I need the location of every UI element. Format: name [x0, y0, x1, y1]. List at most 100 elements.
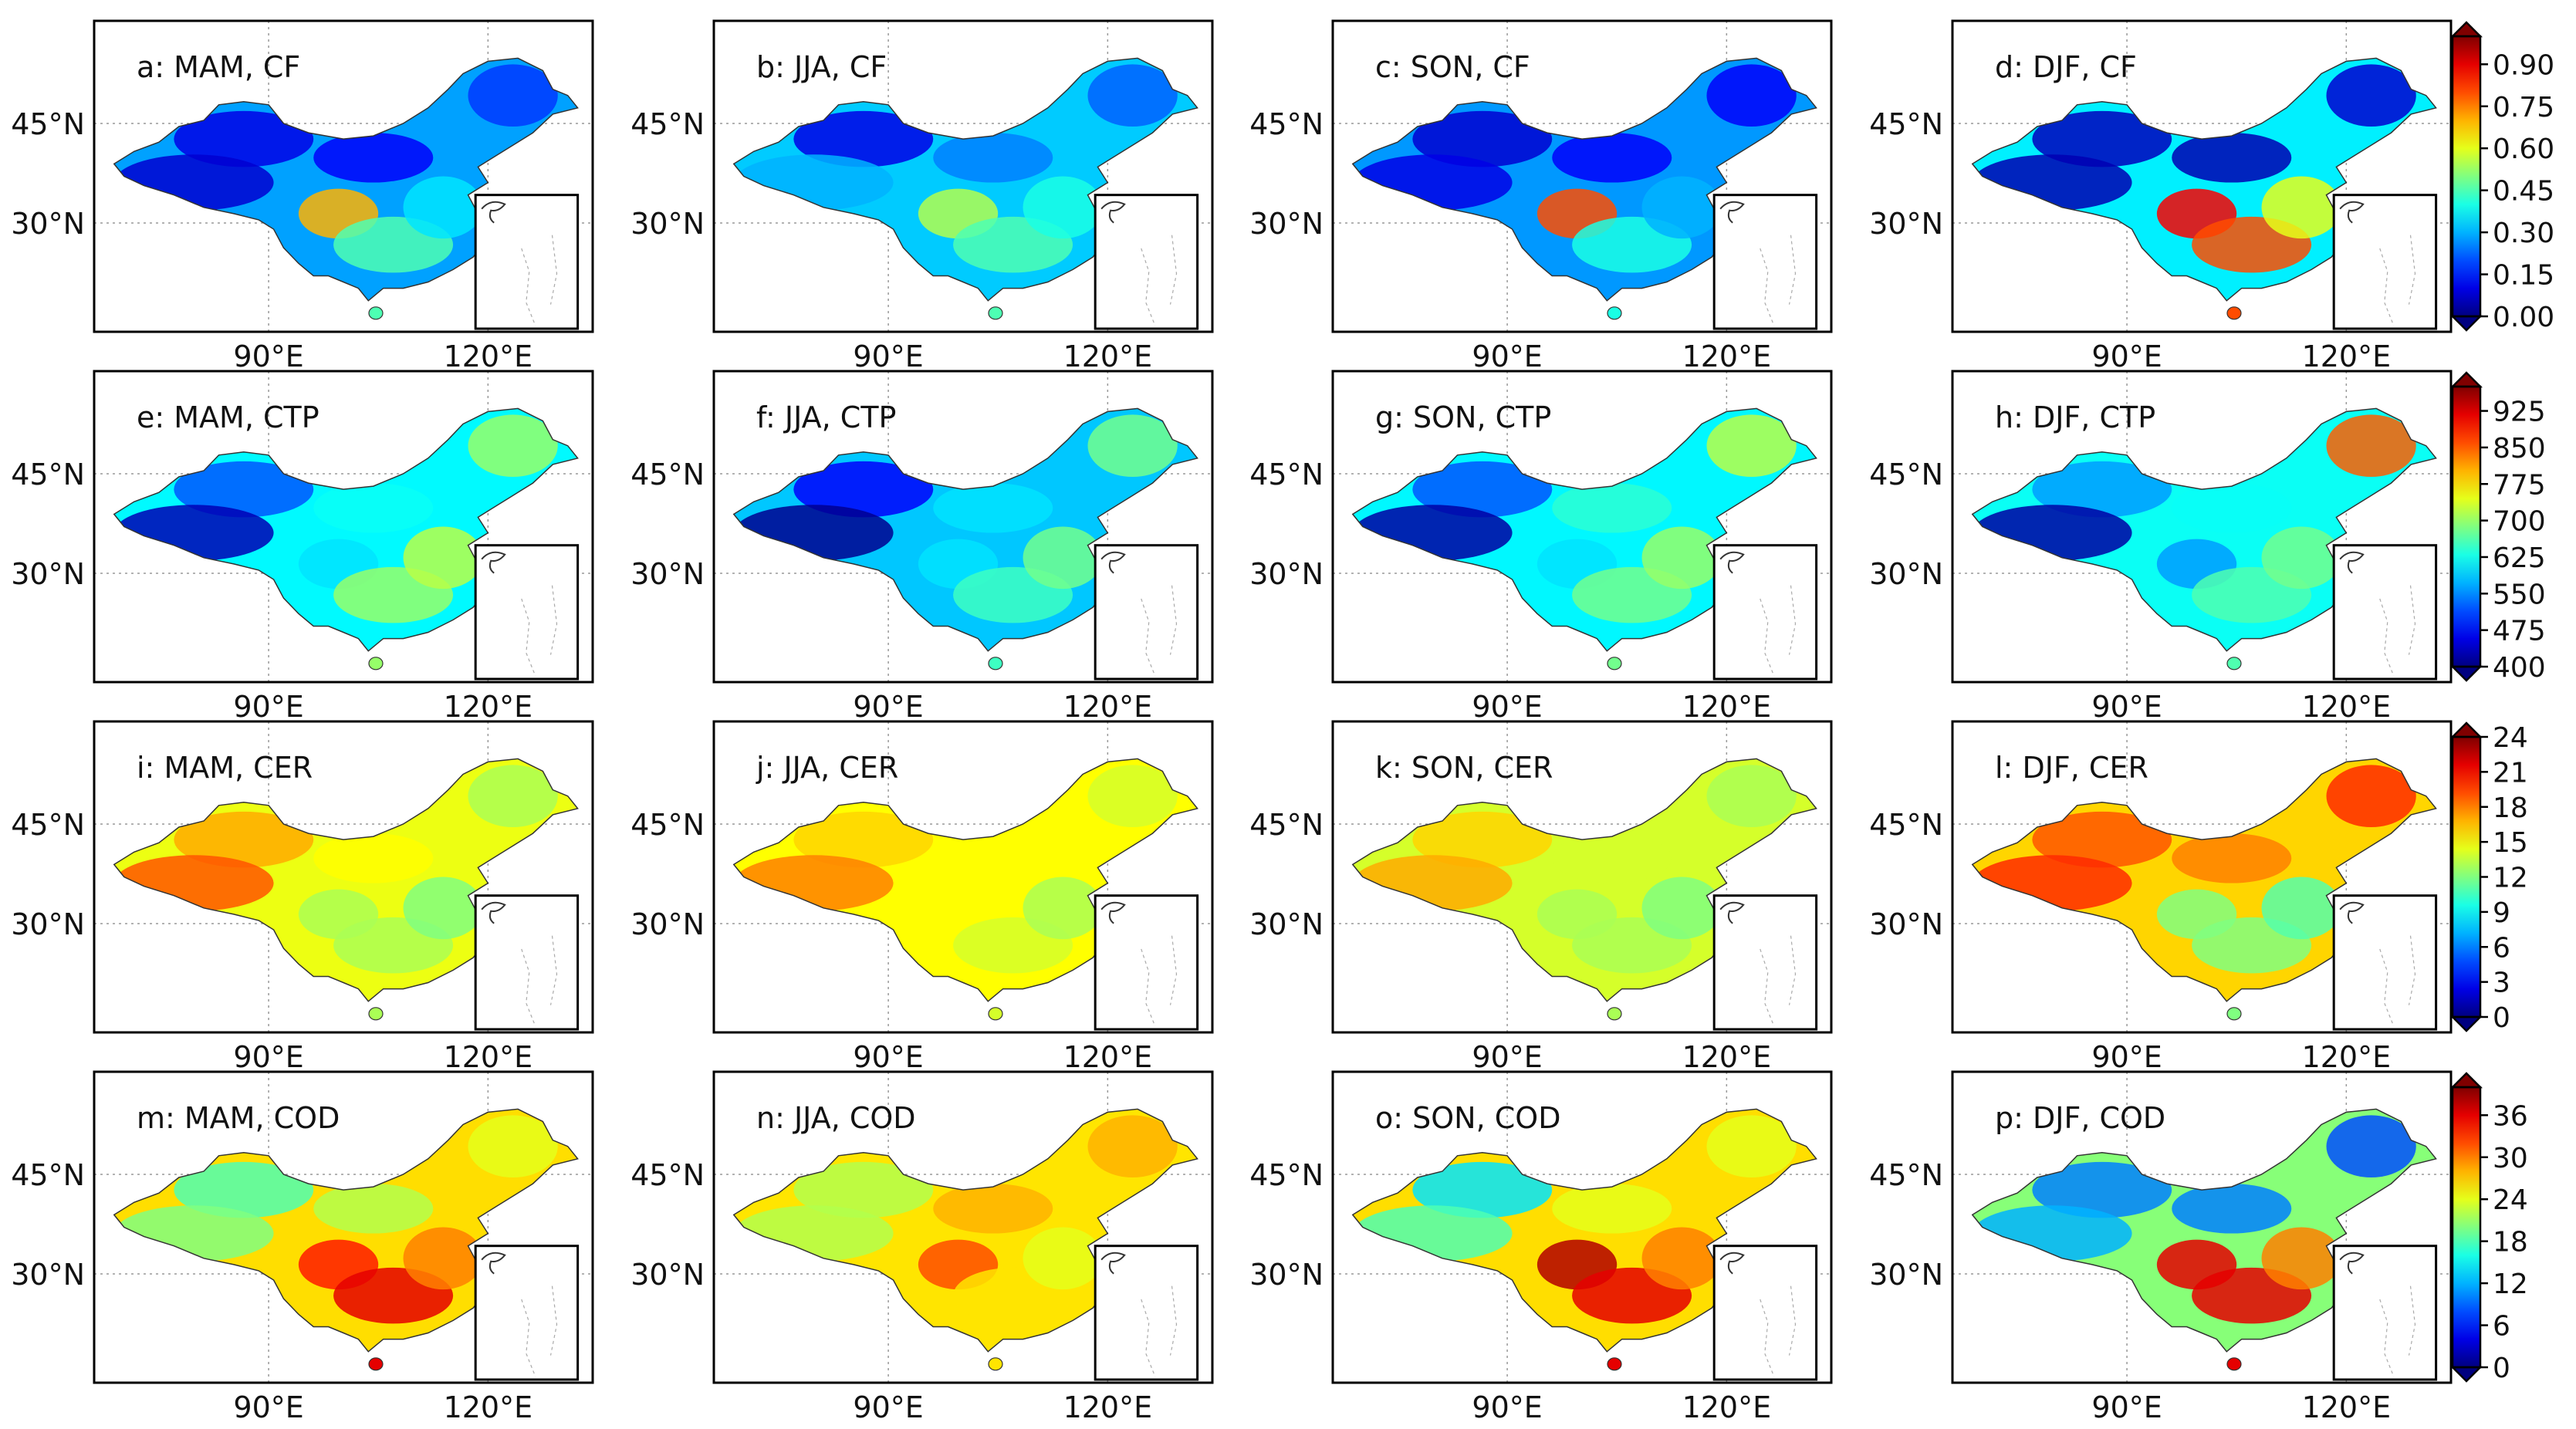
hainan-island [1607, 1357, 1622, 1371]
region-northwest [793, 110, 934, 167]
latitude-tick-label: 30°N [1249, 557, 1323, 591]
map-panel-ctp-mam: e: MAM, CTP 45°N 30°N 90°E 120°E [11, 370, 594, 724]
latitude-tick-label: 45°N [1249, 1158, 1323, 1192]
colorbar-tick-label: 6 [2493, 932, 2510, 964]
inset-frame [2332, 894, 2438, 1031]
hainan-island [1607, 306, 1622, 320]
latitude-tick-label: 30°N [1249, 207, 1323, 241]
region-northeast [468, 765, 558, 828]
colorbar-tick-label: 9 [2493, 897, 2510, 929]
china-outline [1351, 1108, 1817, 1353]
region-northeast [468, 414, 558, 478]
colorbar-tick-label: 12 [2493, 1269, 2528, 1300]
colorbar-tick-label: 0.00 [2493, 302, 2554, 333]
inset-frame [474, 194, 580, 330]
region-north [933, 483, 1053, 533]
south-china-sea-inset [2332, 194, 2438, 330]
inset-boundary [521, 585, 558, 677]
map-panel-cer-son: k: SON, CER 45°N 30°N 90°E 120°E [1249, 720, 1833, 1074]
region-southeast [1641, 1227, 1722, 1290]
region-northwest [2032, 461, 2172, 518]
region-northeast [468, 64, 558, 127]
longitude-tick-label: 120°E [1682, 1040, 1772, 1074]
region-southeast [2261, 877, 2341, 940]
inset-coastline [481, 901, 506, 924]
colorbar-extend-min [2449, 665, 2483, 682]
longitude-tick-label: 90°E [233, 340, 303, 373]
longitude-tick-label: 90°E [853, 1390, 923, 1424]
china-outline [113, 758, 579, 1002]
inset-coastline [1100, 901, 1126, 924]
region-northwest [793, 811, 934, 868]
inset-frame [1712, 1245, 1818, 1381]
colorbar-tick-label: 18 [2493, 1227, 2528, 1258]
south-china-sea-inset [1712, 544, 1818, 681]
colorbar-frame [2451, 35, 2482, 318]
south-china-sea-inset [474, 194, 580, 330]
latitude-tick-label: 30°N [1869, 907, 1943, 941]
region-southeast [1641, 877, 1722, 940]
map-panel-cf-jja: b: JJA, CF 45°N 30°N 90°E 120°E [630, 19, 1214, 373]
inset-coastline [481, 551, 506, 574]
region-southeast [2261, 1227, 2341, 1290]
region-northwest [1412, 110, 1553, 167]
region-north [313, 483, 434, 533]
latitude-tick-label: 45°N [1869, 1158, 1943, 1192]
region-north [2172, 833, 2292, 883]
colorbar-tick-label: 6 [2493, 1311, 2510, 1343]
south-china-sea-inset [1094, 894, 1199, 1031]
latitude-tick-label: 30°N [11, 907, 85, 941]
inset-boundary [2379, 1285, 2416, 1377]
latitude-tick-label: 45°N [1869, 808, 1943, 842]
inset-boundary [1760, 585, 1797, 677]
region-southeast [1023, 526, 1103, 590]
region-southeast [1641, 526, 1722, 590]
inset-boundary [2379, 585, 2416, 677]
region-northwest [174, 461, 314, 518]
south-china-sea-inset [2332, 894, 2438, 1031]
region-northwest [2032, 110, 2172, 167]
longitude-tick-label: 90°E [2091, 690, 2162, 724]
panel-label: k: SON, CER [1375, 751, 1553, 785]
map-panel-cer-jja: j: JJA, CER 45°N 30°N 90°E 120°E [630, 720, 1214, 1074]
inset-coastline [1719, 1252, 1745, 1275]
colorbar-tick-label: 400 [2493, 652, 2546, 684]
region-northeast [1706, 765, 1797, 828]
inset-coastline [1719, 901, 1745, 924]
panel-label: f: JJA, CTP [756, 400, 896, 434]
inset-coastline [481, 201, 506, 224]
panel-label: o: SON, COD [1375, 1101, 1560, 1135]
inset-boundary [1760, 935, 1797, 1027]
region-northeast [1706, 414, 1797, 478]
colorbar-tick-label: 475 [2493, 616, 2546, 647]
china-outline [732, 57, 1198, 302]
inset-frame [474, 894, 580, 1031]
longitude-tick-label: 90°E [853, 690, 923, 724]
region-southeast [1023, 877, 1103, 940]
region-north [933, 1184, 1053, 1234]
longitude-tick-label: 90°E [1472, 1040, 1542, 1074]
colorbar-gradient [2453, 1087, 2480, 1367]
latitude-tick-label: 45°N [1869, 458, 1943, 492]
longitude-tick-label: 90°E [1472, 1390, 1542, 1424]
latitude-tick-label: 30°N [1869, 557, 1943, 591]
region-north [2172, 133, 2292, 183]
region-southeast [403, 877, 483, 940]
panel-label: j: JJA, CER [756, 751, 898, 785]
longitude-tick-label: 120°E [444, 690, 533, 724]
latitude-tick-label: 30°N [1869, 1258, 1943, 1292]
inset-coastline [2339, 551, 2365, 574]
colorbar-tick-label: 0.60 [2493, 133, 2554, 165]
colorbar-gradient [2453, 36, 2480, 316]
china-outline [732, 758, 1198, 1002]
colorbar-extend-min [2449, 1015, 2483, 1032]
inset-boundary [1760, 1285, 1797, 1377]
panel-frame [712, 370, 1214, 684]
panel-label: m: MAM, COD [137, 1101, 340, 1135]
panel-grid: a: MAM, CF 45°N 30°N 90°E 120°E b: JJA, CF 45°… [11, 19, 2453, 1424]
china-outline [113, 57, 579, 302]
panel-frame [93, 1070, 594, 1384]
panel-frame [1951, 720, 2453, 1034]
inset-coastline [1100, 1252, 1126, 1275]
longitude-tick-label: 90°E [233, 1390, 303, 1424]
